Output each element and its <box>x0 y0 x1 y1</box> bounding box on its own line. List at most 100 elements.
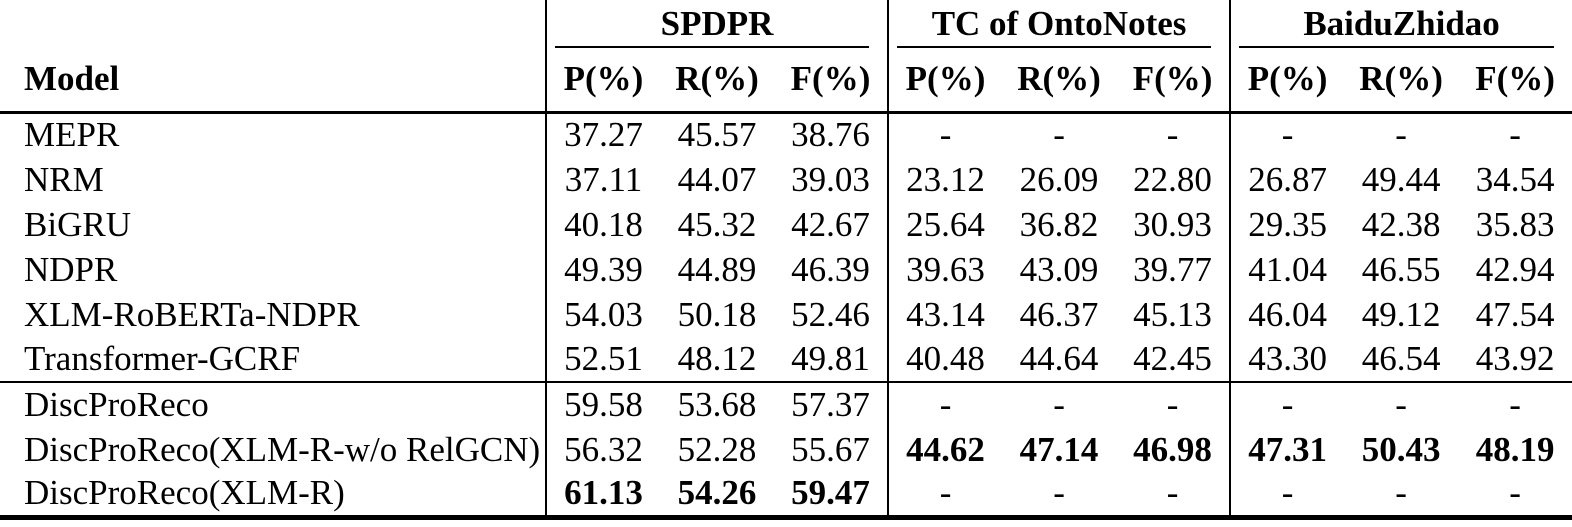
value-cell: 41.04 <box>1229 247 1345 292</box>
table-row: NRM 37.11 44.07 39.03 23.12 26.09 22.80 … <box>0 157 1572 202</box>
value-cell: 48.12 <box>660 337 774 383</box>
value-cell: - <box>1116 472 1231 520</box>
value-cell: 52.51 <box>545 337 660 383</box>
group-header-ontonotes: TC of OntoNotes <box>887 0 1231 48</box>
value-cell: 54.26 <box>660 472 774 520</box>
value-cell: 44.07 <box>677 159 757 199</box>
value-cell: 40.18 <box>545 202 660 247</box>
model-cell: BiGRU <box>24 204 131 244</box>
value-cell: 46.98 <box>1133 429 1212 469</box>
value-cell: - <box>1395 115 1407 155</box>
value-cell: 29.35 <box>1229 202 1345 247</box>
value-cell: 44.64 <box>1002 337 1117 383</box>
value-cell: 54.03 <box>545 292 660 337</box>
value-cell: 48.19 <box>1475 429 1555 469</box>
value-cell: 40.48 <box>887 337 1003 383</box>
group-label: BaiduZhidao <box>1303 4 1500 43</box>
value-cell: 43.09 <box>1019 249 1099 289</box>
value-cell: 49.39 <box>545 247 660 292</box>
value-cell: 57.37 <box>791 385 870 424</box>
value-cell: 42.45 <box>1116 337 1231 383</box>
value-cell: 46.54 <box>1344 337 1459 383</box>
group-label: SPDPR <box>660 4 774 43</box>
metric-header-r: R(%) <box>1002 48 1117 114</box>
value-cell: 37.11 <box>545 157 660 202</box>
value-cell: 44.89 <box>677 249 757 289</box>
table-row: Transformer-GCRF 52.51 48.12 49.81 40.48… <box>0 337 1572 383</box>
value-cell: - <box>1395 385 1407 424</box>
value-cell: 37.27 <box>545 112 660 157</box>
value-cell: 50.18 <box>677 294 757 334</box>
group-underline <box>897 46 1212 48</box>
value-cell: 49.44 <box>1361 159 1441 199</box>
value-cell: 30.93 <box>1133 204 1212 244</box>
value-cell: 47.14 <box>1019 429 1099 469</box>
value-cell: - <box>1229 472 1345 520</box>
value-cell: 42.67 <box>791 204 870 244</box>
value-cell: 25.64 <box>887 202 1003 247</box>
value-cell: - <box>1509 115 1521 155</box>
value-cell: 43.14 <box>887 292 1003 337</box>
value-cell: 39.03 <box>791 159 870 199</box>
value-cell: 26.09 <box>1019 159 1099 199</box>
value-cell: 52.28 <box>677 429 757 469</box>
value-cell: 47.31 <box>1229 427 1345 472</box>
metric-header-p: P(%) <box>887 48 1003 114</box>
value-cell: 35.83 <box>1475 204 1555 244</box>
group-underline <box>555 46 870 48</box>
metric-header-r: R(%) <box>1344 48 1459 114</box>
value-cell: 38.76 <box>791 115 870 155</box>
value-cell: - <box>1002 472 1117 520</box>
group-underline <box>1239 46 1555 48</box>
value-cell: 49.81 <box>774 337 889 383</box>
metric-header-p: P(%) <box>545 48 660 114</box>
value-cell: - <box>1229 112 1345 157</box>
value-cell: 46.04 <box>1229 292 1345 337</box>
value-cell: 46.37 <box>1019 294 1099 334</box>
value-cell: 49.12 <box>1361 294 1441 334</box>
group-header-baiduzhidao: BaiduZhidao <box>1229 0 1572 48</box>
model-cell: Transformer-GCRF <box>0 337 546 383</box>
value-cell: 59.47 <box>774 472 889 520</box>
value-cell: 44.62 <box>887 427 1003 472</box>
group-header-spdpr: SPDPR <box>544 0 889 48</box>
value-cell: 43.92 <box>1458 337 1572 383</box>
model-cell: XLM-RoBERTa-NDPR <box>24 294 360 334</box>
value-cell: - <box>887 382 1003 427</box>
model-cell: DiscProReco(XLM-R) <box>0 472 546 520</box>
value-cell: - <box>1166 385 1179 424</box>
value-cell: 26.87 <box>1229 157 1345 202</box>
value-cell: 56.32 <box>545 427 660 472</box>
value-cell: 55.67 <box>791 429 870 469</box>
model-cell: NDPR <box>24 249 118 289</box>
table-row: DiscProReco 59.58 53.68 57.37 - - - - - … <box>0 382 1572 427</box>
table-row: BiGRU 40.18 45.32 42.67 25.64 36.82 30.9… <box>0 202 1572 247</box>
value-cell: 46.55 <box>1361 249 1441 289</box>
model-cell: MEPR <box>24 115 120 155</box>
group-wrap: BaiduZhidao <box>1231 0 1572 48</box>
value-cell: 34.54 <box>1475 159 1555 199</box>
group-header-row: SPDPR TC of OntoNotes BaiduZhidao <box>0 0 1572 48</box>
metric-header-f: F(%) <box>774 48 889 114</box>
value-cell: 50.43 <box>1361 429 1441 469</box>
model-cell: NRM <box>24 159 104 199</box>
value-cell: - <box>887 472 1003 520</box>
table-row: DiscProReco(XLM-R-w/o RelGCN) 56.32 52.2… <box>0 427 1572 472</box>
metric-header-r: R(%) <box>660 48 774 114</box>
value-cell: 45.13 <box>1133 294 1212 334</box>
table-row: XLM-RoBERTa-NDPR 54.03 50.18 52.46 43.14… <box>0 292 1572 337</box>
value-cell: 46.39 <box>791 249 870 289</box>
value-cell: - <box>887 112 1003 157</box>
value-cell: 22.80 <box>1133 159 1212 199</box>
value-cell: 45.32 <box>677 204 757 244</box>
model-column-header: Model <box>0 48 546 114</box>
value-cell: - <box>1344 472 1459 520</box>
value-cell: 42.94 <box>1475 249 1555 289</box>
value-cell: 23.12 <box>887 157 1003 202</box>
metric-header-p: P(%) <box>1229 48 1345 114</box>
value-cell: 36.82 <box>1019 204 1099 244</box>
column-header-row: Model P(%) R(%) F(%) P(%) R(%) F(%) P(%)… <box>0 48 1572 114</box>
group-wrap: SPDPR <box>547 0 887 48</box>
value-cell: 42.38 <box>1361 204 1441 244</box>
